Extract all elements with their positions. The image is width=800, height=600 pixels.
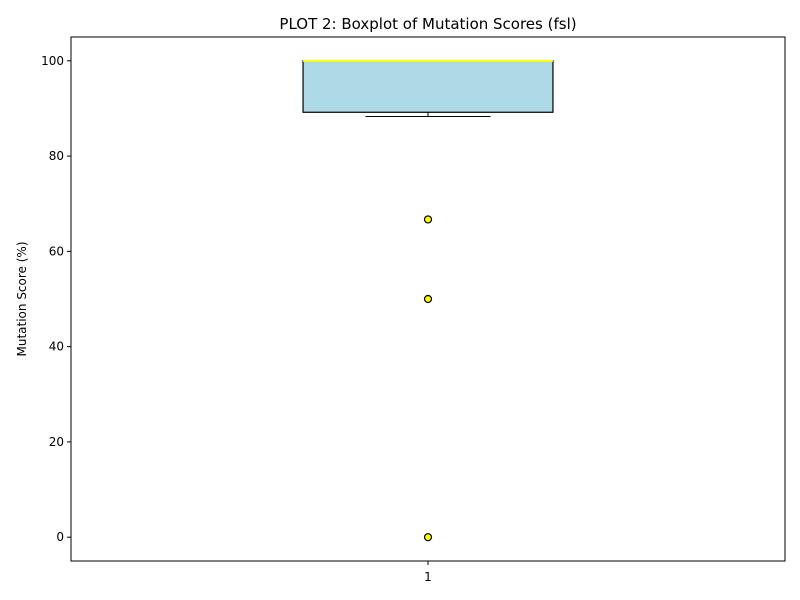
iqr-box bbox=[302, 60, 554, 113]
plot-marks bbox=[302, 59, 554, 542]
outlier-point bbox=[423, 533, 433, 542]
y-tick-label: 60 bbox=[49, 244, 64, 258]
chart-title: PLOT 2: Boxplot of Mutation Scores (fsl) bbox=[279, 15, 576, 33]
y-tick-label: 100 bbox=[41, 54, 64, 68]
y-tick-label: 20 bbox=[49, 435, 64, 449]
y-axis-label: Mutation Score (%) bbox=[15, 241, 29, 356]
y-tick-label: 40 bbox=[49, 340, 64, 354]
y-tick-label: 0 bbox=[56, 530, 64, 544]
y-tick-label: 80 bbox=[49, 149, 64, 163]
x-axis: 1 bbox=[424, 561, 432, 584]
outlier-point bbox=[423, 215, 433, 224]
outlier-point bbox=[423, 294, 433, 304]
x-tick-label: 1 bbox=[424, 570, 432, 584]
y-axis: 0 20 40 60 80 100 bbox=[41, 54, 71, 544]
